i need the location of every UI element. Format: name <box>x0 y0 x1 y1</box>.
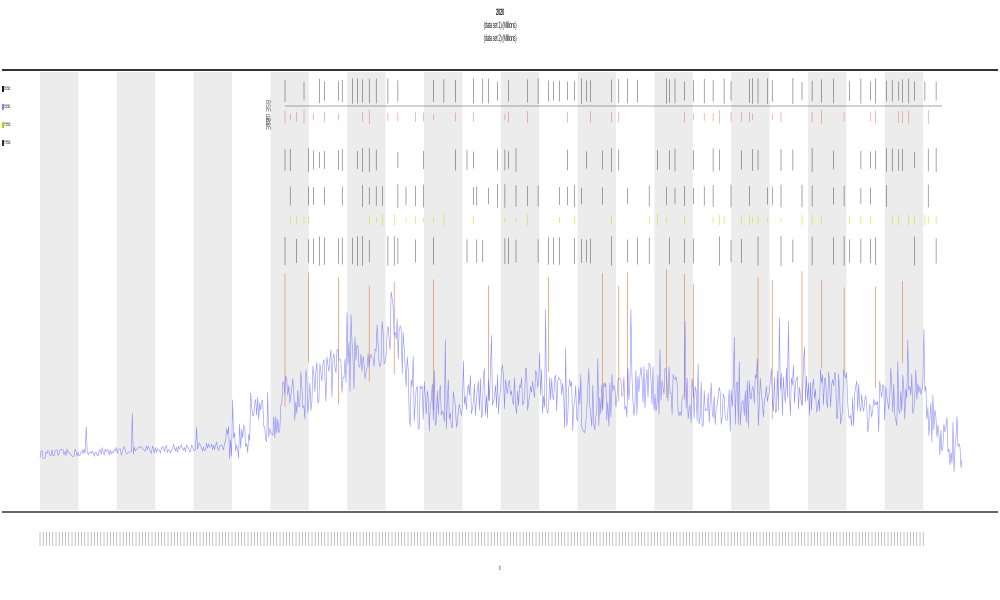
band-2 <box>116 72 156 510</box>
legend-item-1[interactable]: BSE <box>2 80 11 98</box>
track-label-1: BSE data <box>264 100 270 126</box>
legend-label-4: HSE <box>4 140 11 146</box>
band-4 <box>270 72 309 510</box>
legend-item-3[interactable]: HSE <box>2 116 11 134</box>
chart-subtitle-1: (data set 1) (Millions) <box>483 20 517 30</box>
legend-label-3: HSE <box>4 122 11 128</box>
band-10 <box>731 72 770 510</box>
x-tick-labels <box>39 532 924 546</box>
series-line-path <box>39 291 963 473</box>
band-1 <box>40 72 79 510</box>
chart-subtitle-2: (data set 2) (Millions) <box>483 33 517 43</box>
chart-title-block: 2020 (data set 1) (Millions) (data set 2… <box>0 6 1000 45</box>
band-6 <box>424 72 463 510</box>
chart-title: 2020 <box>495 7 505 17</box>
track-labels: BSE data BSE <box>264 100 270 130</box>
legend-swatch-2 <box>2 104 4 110</box>
legend-swatch-1 <box>2 86 4 92</box>
band-12 <box>884 72 924 510</box>
track-label-2: BSE <box>264 118 270 130</box>
band-9 <box>654 72 693 510</box>
legend-swatch-3 <box>2 122 4 128</box>
x-axis-title: t <box>499 566 501 572</box>
spike-marks <box>284 78 937 420</box>
legend-item-2[interactable]: BSE <box>2 98 11 116</box>
band-5 <box>347 72 386 510</box>
legend-label-2: BSE <box>4 104 11 110</box>
legend-label-1: BSE <box>4 86 11 92</box>
legend-item-4[interactable]: HSE <box>2 134 11 152</box>
band-8 <box>577 72 616 510</box>
background-bands <box>40 72 924 510</box>
legend: BSE BSE HSE HSE <box>2 80 19 152</box>
legend-swatch-4 <box>2 140 4 146</box>
series-line <box>39 291 963 473</box>
band-3 <box>193 72 232 510</box>
band-11 <box>808 72 847 510</box>
band-7 <box>500 72 540 510</box>
